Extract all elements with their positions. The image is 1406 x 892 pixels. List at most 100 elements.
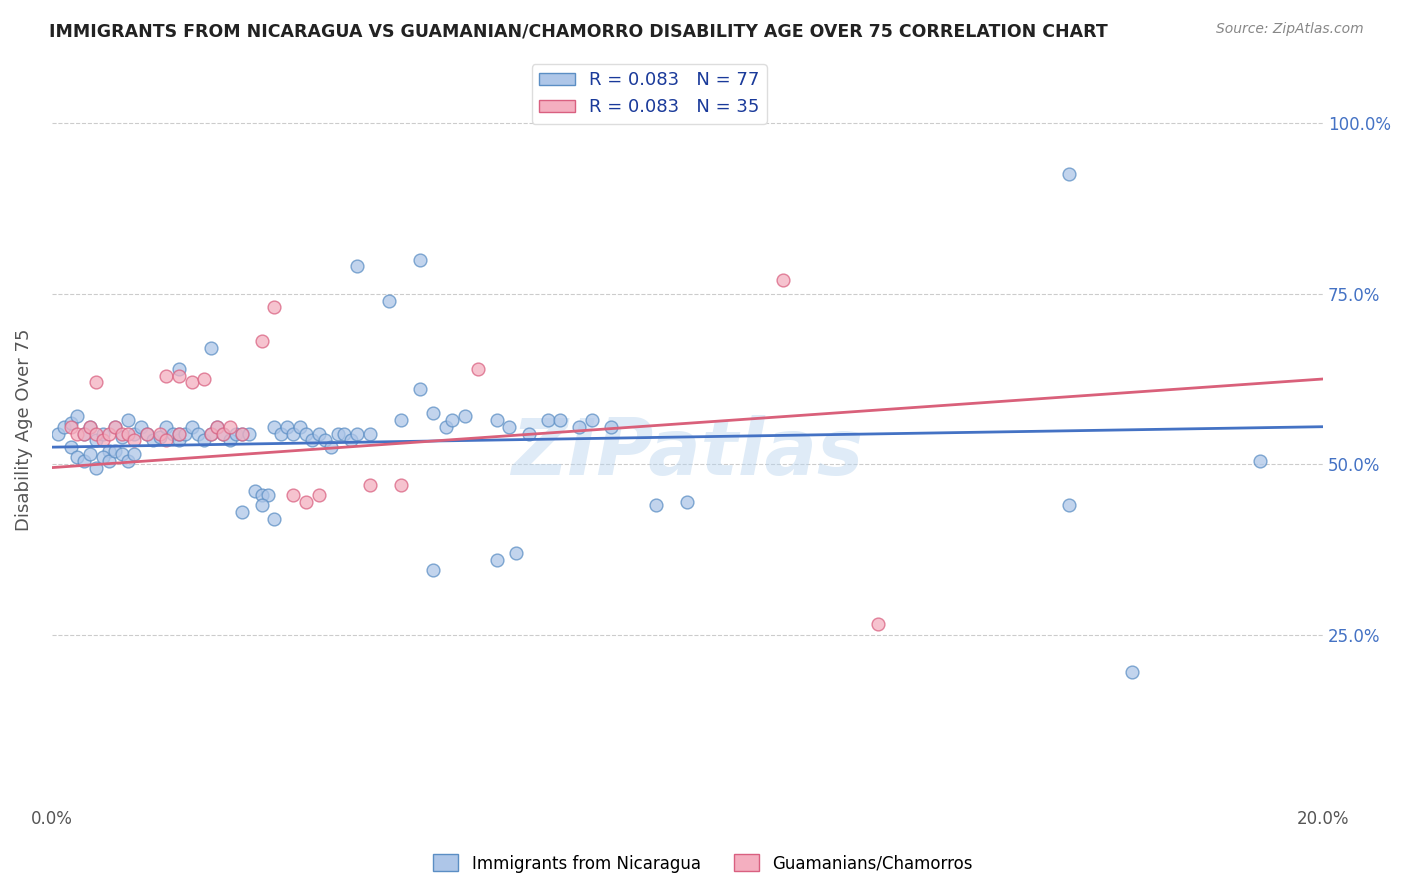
Legend: Immigrants from Nicaragua, Guamanians/Chamorros: Immigrants from Nicaragua, Guamanians/Ch… xyxy=(426,847,980,880)
Point xyxy=(868,617,890,632)
Text: ZIPatlas: ZIPatlas xyxy=(512,415,863,491)
Point xyxy=(346,260,368,274)
Point xyxy=(346,426,368,441)
Point xyxy=(136,426,159,441)
Point xyxy=(225,426,247,441)
Point xyxy=(205,419,228,434)
Point xyxy=(200,426,222,441)
Point xyxy=(441,413,464,427)
Point xyxy=(79,447,101,461)
Point xyxy=(84,434,107,448)
Point xyxy=(263,419,285,434)
Point xyxy=(454,409,477,424)
Point xyxy=(174,426,197,441)
Point xyxy=(517,426,540,441)
Point xyxy=(270,426,292,441)
Point xyxy=(250,488,273,502)
Point xyxy=(422,406,444,420)
Point xyxy=(66,409,89,424)
Point xyxy=(550,413,572,427)
Point xyxy=(250,498,273,512)
Y-axis label: Disability Age Over 75: Disability Age Over 75 xyxy=(15,329,32,532)
Point xyxy=(422,563,444,577)
Point xyxy=(212,426,235,441)
Point xyxy=(359,477,381,491)
Point xyxy=(59,417,82,431)
Point xyxy=(124,426,146,441)
Point xyxy=(218,434,240,448)
Point xyxy=(167,426,190,441)
Point xyxy=(79,419,101,434)
Point xyxy=(231,426,253,441)
Point xyxy=(124,447,146,461)
Point xyxy=(84,426,107,441)
Point xyxy=(1057,498,1080,512)
Text: Source: ZipAtlas.com: Source: ZipAtlas.com xyxy=(1216,22,1364,37)
Point xyxy=(104,419,127,434)
Point xyxy=(193,372,215,386)
Point xyxy=(600,419,623,434)
Point xyxy=(295,426,318,441)
Point xyxy=(409,252,432,267)
Point xyxy=(187,426,209,441)
Point xyxy=(124,434,146,448)
Point xyxy=(644,498,666,512)
Point xyxy=(308,488,330,502)
Legend: R = 0.083   N = 77, R = 0.083   N = 35: R = 0.083 N = 77, R = 0.083 N = 35 xyxy=(531,64,768,124)
Point xyxy=(339,434,361,448)
Point xyxy=(288,419,311,434)
Point xyxy=(180,376,202,390)
Point xyxy=(1121,665,1143,680)
Point xyxy=(333,426,356,441)
Point xyxy=(117,426,139,441)
Point xyxy=(180,419,202,434)
Point xyxy=(149,426,172,441)
Point xyxy=(257,488,280,502)
Text: IMMIGRANTS FROM NICARAGUA VS GUAMANIAN/CHAMORRO DISABILITY AGE OVER 75 CORRELATI: IMMIGRANTS FROM NICARAGUA VS GUAMANIAN/C… xyxy=(49,22,1108,40)
Point xyxy=(104,443,127,458)
Point xyxy=(72,426,94,441)
Point xyxy=(263,301,285,315)
Point xyxy=(167,361,190,376)
Point xyxy=(377,293,399,308)
Point xyxy=(155,419,177,434)
Point xyxy=(72,426,94,441)
Point xyxy=(205,419,228,434)
Point xyxy=(111,447,134,461)
Point xyxy=(283,426,305,441)
Point xyxy=(66,450,89,465)
Point xyxy=(91,450,114,465)
Point xyxy=(79,419,101,434)
Point xyxy=(66,426,89,441)
Point xyxy=(46,426,69,441)
Point xyxy=(581,413,603,427)
Point xyxy=(218,419,240,434)
Point xyxy=(53,419,76,434)
Point xyxy=(104,419,127,434)
Point xyxy=(59,440,82,454)
Point xyxy=(111,430,134,444)
Point xyxy=(238,426,260,441)
Point xyxy=(91,426,114,441)
Point xyxy=(129,419,152,434)
Point xyxy=(97,443,120,458)
Point xyxy=(263,512,285,526)
Point xyxy=(231,426,253,441)
Point xyxy=(1249,454,1271,468)
Point xyxy=(434,419,457,434)
Point xyxy=(167,434,190,448)
Point xyxy=(485,552,508,566)
Point xyxy=(314,434,336,448)
Point xyxy=(117,454,139,468)
Point xyxy=(155,368,177,383)
Point xyxy=(568,419,591,434)
Point xyxy=(389,413,412,427)
Point xyxy=(243,484,266,499)
Point xyxy=(149,430,172,444)
Point xyxy=(97,454,120,468)
Point xyxy=(193,434,215,448)
Point xyxy=(772,273,794,287)
Point xyxy=(283,488,305,502)
Point xyxy=(72,454,94,468)
Point xyxy=(276,419,298,434)
